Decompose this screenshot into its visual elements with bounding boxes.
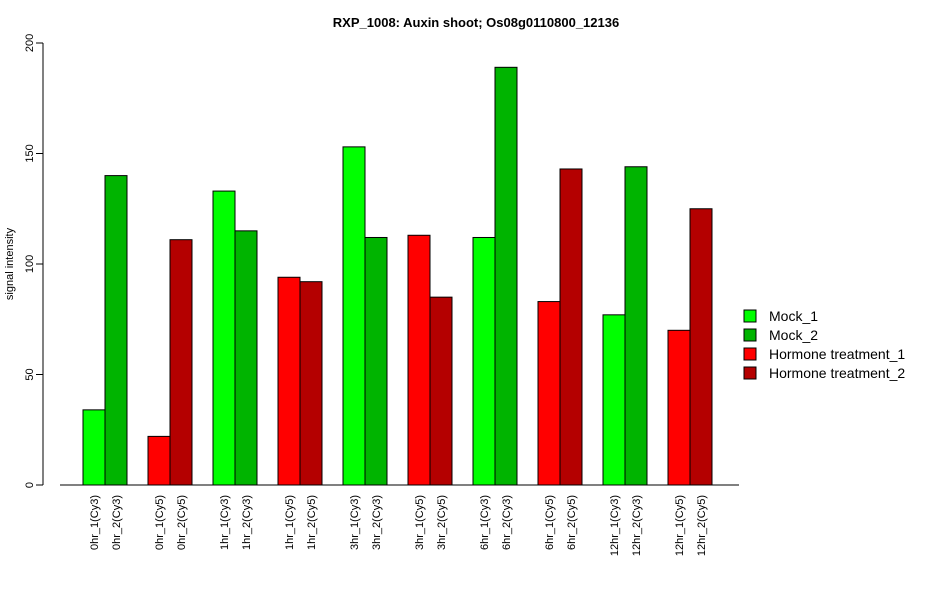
y-tick-label: 200	[24, 34, 36, 52]
bar-0hr_2(Cy3)	[104, 175, 128, 486]
x-tick-label: 12hr_2(Cy3)	[631, 495, 643, 556]
x-tick-label: 3hr_1(Cy5)	[414, 495, 426, 550]
y-axis-label: signal intensity	[4, 227, 16, 300]
bar-0hr_1(Cy5)	[147, 435, 171, 486]
bar-6hr_1(Cy3)	[472, 236, 496, 486]
y-tick-label: 50	[24, 368, 36, 380]
bar-3hr_2(Cy3)	[364, 236, 388, 486]
bar-12hr_1(Cy5)	[667, 329, 691, 486]
x-tick-label: 0hr_1(Cy5)	[154, 495, 166, 550]
bar-12hr_2(Cy5)	[689, 208, 713, 486]
bar-12hr_1(Cy3)	[602, 314, 626, 486]
bar-1hr_1(Cy3)	[212, 190, 236, 486]
legend-swatch	[743, 366, 757, 380]
x-tick-label: 6hr_1(Cy5)	[544, 495, 556, 550]
bar-3hr_1(Cy3)	[342, 146, 366, 486]
x-tick-label: 3hr_2(Cy3)	[371, 495, 383, 550]
y-tick-label: 0	[24, 482, 36, 488]
x-tick-label: 0hr_2(Cy5)	[176, 495, 188, 550]
bar-12hr_2(Cy3)	[624, 166, 648, 486]
legend-swatch	[743, 347, 757, 361]
legend-label: Hormone treatment_1	[769, 346, 905, 362]
x-tick-label: 1hr_1(Cy5)	[284, 495, 296, 550]
x-tick-label: 0hr_2(Cy3)	[111, 495, 123, 550]
bar-1hr_2(Cy3)	[234, 230, 258, 486]
chart-title: RXP_1008: Auxin shoot; Os08g0110800_1213…	[333, 15, 619, 30]
bar-0hr_1(Cy3)	[82, 409, 106, 486]
legend-swatch	[743, 328, 757, 342]
x-tick-label: 6hr_1(Cy3)	[479, 495, 491, 550]
x-tick-label: 1hr_2(Cy3)	[241, 495, 253, 550]
x-tick-label: 1hr_1(Cy3)	[219, 495, 231, 550]
x-tick-label: 0hr_1(Cy3)	[89, 495, 101, 550]
y-axis: 0 50 100 150 200	[24, 34, 44, 488]
bar-6hr_1(Cy5)	[537, 301, 561, 486]
bar-6hr_2(Cy3)	[494, 66, 518, 486]
x-tick-label: 6hr_2(Cy5)	[566, 495, 578, 550]
legend-label: Mock_2	[769, 327, 818, 343]
bar-3hr_1(Cy5)	[407, 234, 431, 486]
bar-3hr_2(Cy5)	[429, 296, 453, 486]
bar-6hr_2(Cy5)	[559, 168, 583, 486]
x-tick-label: 12hr_2(Cy5)	[696, 495, 708, 556]
bar-0hr_2(Cy5)	[169, 239, 193, 486]
legend-label: Mock_1	[769, 308, 818, 324]
legend-label: Hormone treatment_2	[769, 365, 905, 381]
legend: Mock_1 Mock_2 Hormone treatment_1 Hormone t…	[743, 308, 905, 381]
bars	[82, 66, 713, 486]
y-tick-label: 150	[24, 144, 36, 162]
x-tick-label: 3hr_1(Cy3)	[349, 495, 361, 550]
x-tick-labels: 0hr_1(Cy3) 0hr_2(Cy3) 0hr_1(Cy5) 0hr_2(Cy5)…	[89, 495, 708, 556]
x-tick-label: 3hr_2(Cy5)	[436, 495, 448, 550]
x-tick-label: 12hr_1(Cy3)	[609, 495, 621, 556]
x-tick-label: 1hr_2(Cy5)	[306, 495, 318, 550]
y-tick-label: 100	[24, 255, 36, 273]
x-tick-label: 12hr_1(Cy5)	[674, 495, 686, 556]
x-tick-label: 6hr_2(Cy3)	[501, 495, 513, 550]
legend-swatch	[743, 309, 757, 323]
bar-1hr_2(Cy5)	[299, 281, 323, 486]
bar-1hr_1(Cy5)	[277, 276, 301, 486]
